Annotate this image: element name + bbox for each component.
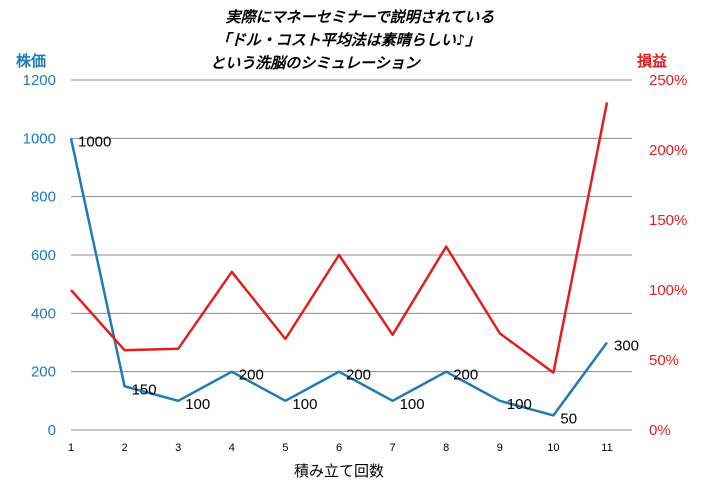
x-tick-label-10: 11 — [601, 442, 612, 454]
y-left-tick-label-1: 200 — [31, 364, 56, 381]
y-left-tick-label-6: 1200 — [23, 72, 56, 89]
data-label-5: 200 — [346, 367, 371, 384]
x-tick-label-7: 8 — [443, 442, 449, 454]
stock-price-line — [69, 138, 609, 417]
y-right-tick-label-2: 100% — [649, 282, 687, 299]
series — [69, 102, 609, 417]
x-tick-label-0: 1 — [68, 442, 74, 454]
data-label-2: 100 — [185, 396, 210, 413]
data-label-1: 150 — [132, 381, 157, 398]
x-tick-label-1: 2 — [122, 442, 128, 454]
data-label-6: 100 — [400, 396, 425, 413]
y-axis-right-title: 損益 — [637, 52, 667, 70]
x-tick-label-8: 9 — [497, 442, 503, 454]
title-line-2: 「ドル・コスト平均法は素晴らしい♪」 — [216, 31, 481, 49]
data-label-0: 1000 — [78, 133, 111, 150]
data-label-7: 200 — [453, 367, 478, 384]
y-left-tick-label-2: 400 — [31, 305, 56, 322]
y-right-tick-label-3: 150% — [649, 212, 687, 229]
profit-loss-line — [70, 102, 609, 374]
y-right-tick-label-4: 200% — [649, 142, 687, 159]
data-label-4: 100 — [292, 396, 317, 413]
title-line-3: という洗脳のシミュレーション — [210, 54, 421, 72]
data-label-10: 300 — [614, 338, 639, 355]
chart-title: 実際にマネーセミナーで説明されている 「ドル・コスト平均法は素晴らしい♪」 とい… — [210, 8, 494, 72]
y-left-tick-label-3: 600 — [31, 247, 56, 264]
y-axis-left-ticks: 0 200 400 600 800 1000 1200 — [23, 72, 56, 439]
y-axis-left-title: 株価 — [16, 52, 46, 70]
x-tick-label-4: 5 — [282, 442, 288, 454]
y-left-tick-label-0: 0 — [48, 422, 56, 439]
gridlines — [71, 79, 632, 431]
data-label-3: 200 — [239, 367, 264, 384]
y-left-tick-label-4: 800 — [31, 189, 56, 206]
x-tick-label-5: 6 — [336, 442, 342, 454]
y-right-tick-label-1: 50% — [649, 352, 679, 369]
y-left-tick-label-5: 1000 — [23, 130, 56, 147]
x-tick-label-6: 7 — [390, 442, 396, 454]
x-axis-ticks: 1 2 3 4 5 6 7 8 9 10 11 — [68, 442, 613, 454]
x-tick-label-3: 4 — [229, 442, 235, 454]
title-line-1: 実際にマネーセミナーで説明されている — [226, 8, 495, 26]
x-tick-label-9: 10 — [547, 442, 559, 454]
x-tick-label-2: 3 — [175, 442, 181, 454]
y-right-tick-label-5: 250% — [649, 72, 687, 89]
data-label-8: 100 — [507, 396, 532, 413]
y-right-tick-label-0: 0% — [649, 422, 671, 439]
x-axis-title: 積み立て回数 — [294, 462, 384, 480]
data-labels: 1000 150 100 200 100 200 100 200 100 50 300 — [78, 133, 639, 427]
y-axis-right-ticks: 0% 50% 100% 150% 200% 250% — [649, 72, 687, 439]
data-label-9: 50 — [560, 410, 577, 427]
